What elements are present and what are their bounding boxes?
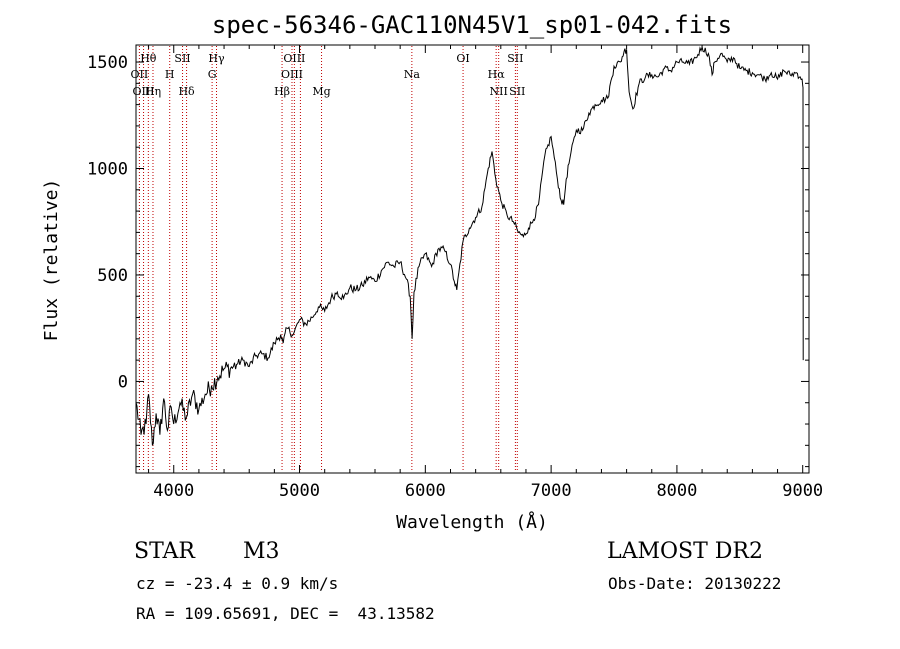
y-tick-label: 0 <box>118 372 128 392</box>
x-tick-label: 7000 <box>531 481 572 501</box>
redshift-velocity: cz = -23.4 ± 0.9 km/s <box>136 574 339 593</box>
y-tick-label: 1000 <box>87 160 128 180</box>
line-label: Hδ <box>178 85 195 98</box>
line-label: Hβ <box>274 85 290 98</box>
x-tick-label: 6000 <box>405 481 446 501</box>
coordinates: RA = 109.65691, DEC = 43.13582 <box>136 604 435 623</box>
line-label: OIII <box>283 52 305 65</box>
chart-title: spec-56346-GAC110N45V1_sp01-042.fits <box>212 11 732 39</box>
y-axis-label: Flux (relative) <box>41 179 62 342</box>
line-label: SII <box>509 85 525 98</box>
x-tick-label: 4000 <box>153 481 194 501</box>
axis-ticks: 4000 5000 6000 7000 8000 9000 0 500 1000 1500 <box>87 45 823 501</box>
x-tick-label: 5000 <box>279 481 320 501</box>
object-subclass: M3 <box>243 539 280 564</box>
x-axis-label: Wavelength (Å) <box>396 511 548 533</box>
survey-name: LAMOST DR2 <box>607 539 763 564</box>
plot-frame <box>135 44 810 474</box>
line-label: Hα <box>488 68 506 81</box>
line-label: Mg <box>312 85 330 98</box>
line-label: OIII <box>281 68 303 81</box>
y-tick-label: 1500 <box>87 53 128 73</box>
object-type: STAR <box>134 539 195 564</box>
line-label: Hγ <box>208 52 225 65</box>
line-label: OI <box>456 52 469 65</box>
line-label: H <box>165 68 175 81</box>
x-tick-label: 9000 <box>782 481 823 501</box>
spectrum-line <box>135 45 804 446</box>
line-label: SII <box>507 52 523 65</box>
x-tick-label: 8000 <box>656 481 697 501</box>
line-label: Na <box>404 68 421 81</box>
y-tick-label: 500 <box>97 266 128 286</box>
line-label: Hη <box>145 85 161 98</box>
line-label: OIII <box>133 85 155 98</box>
line-label: G <box>208 68 217 81</box>
line-label: NII <box>490 85 508 98</box>
line-label: SII <box>174 52 190 65</box>
line-label: Hθ <box>140 52 157 65</box>
line-label: OII <box>131 68 149 81</box>
obs-date: Obs-Date: 20130222 <box>608 574 782 593</box>
